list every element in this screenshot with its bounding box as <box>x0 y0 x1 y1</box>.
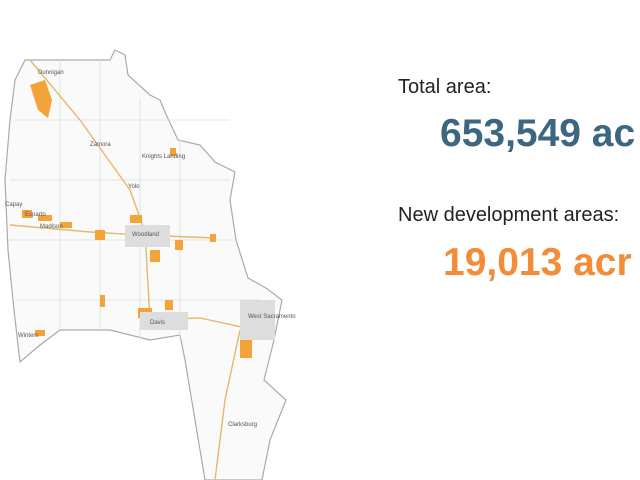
place-label: Yolo <box>128 184 140 190</box>
place-label: Woodland <box>132 232 159 238</box>
county-map: Dunnigan Zamora Knights Landing Yolo Cap… <box>4 49 296 480</box>
place-label: Knights Landing <box>142 154 185 160</box>
place-label: Davis <box>150 320 165 326</box>
total-label: Total area: <box>398 76 492 98</box>
new-label: New development areas: <box>398 204 620 226</box>
urban-areas <box>125 225 275 340</box>
place-label: Dunnigan <box>38 70 64 76</box>
place-label: West Sacramento <box>248 314 296 320</box>
place-label: Clarksburg <box>228 422 257 428</box>
total-value: 653,549 ac <box>440 112 636 155</box>
place-label: Esparto <box>25 212 46 218</box>
new-value: 19,013 acr <box>443 241 632 284</box>
place-label: Zamora <box>90 142 111 148</box>
place-label: Madison <box>40 224 63 230</box>
place-label: Winters <box>18 333 38 339</box>
place-label: Capay <box>5 202 22 208</box>
county-outline <box>4 49 287 480</box>
